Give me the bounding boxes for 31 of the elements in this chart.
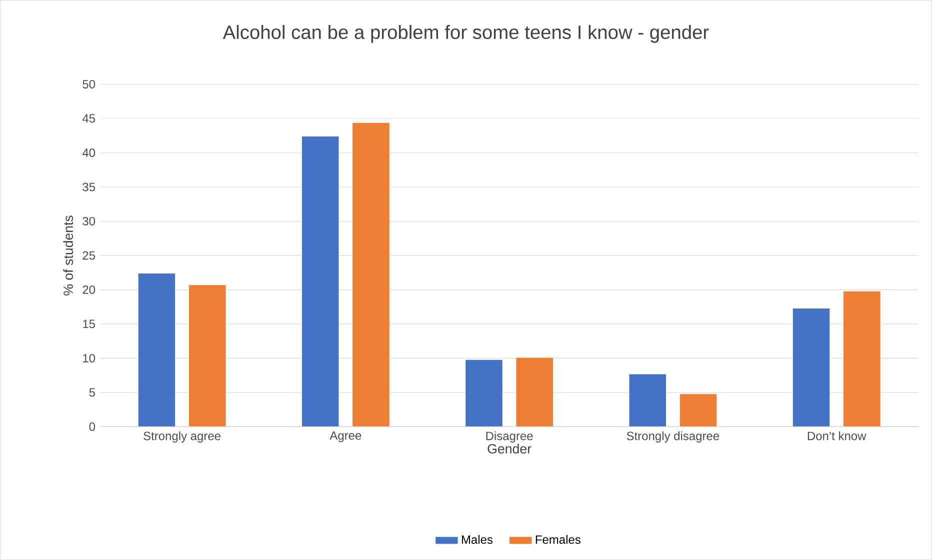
x-tick-label: Strongly disagree xyxy=(626,431,720,442)
bar xyxy=(792,308,830,427)
bar xyxy=(465,359,503,427)
y-tick-label: 15 xyxy=(83,320,95,328)
y-tick-label: 50 xyxy=(82,80,96,88)
bar xyxy=(301,136,340,427)
y-tick-label: 45 xyxy=(82,114,95,123)
chart-title: Alcohol can be a problem for some teens I know - gender xyxy=(222,24,709,43)
x-tick-label: Strongly agree xyxy=(144,431,220,442)
bar xyxy=(679,393,718,427)
y-tick-label: 30 xyxy=(82,216,96,226)
y-tick-label: 10 xyxy=(83,354,96,362)
x-tick-label: Agree xyxy=(330,431,362,442)
y-tick-label: 0 xyxy=(89,422,96,431)
bar xyxy=(628,374,667,427)
y-tick-label: 5 xyxy=(89,388,95,397)
y-tick-label: 25 xyxy=(82,251,95,260)
y-tick-label: 20 xyxy=(82,285,96,294)
bar xyxy=(842,290,881,427)
y-tick-label: 35 xyxy=(82,182,95,192)
legend-label: Males xyxy=(462,534,493,544)
x-axis-title: Gender xyxy=(488,444,532,454)
y-axis-title: % of students xyxy=(63,215,74,296)
bar xyxy=(188,284,226,427)
bar xyxy=(138,272,176,427)
x-tick-label: Disagree xyxy=(486,431,533,442)
legend-label: Females xyxy=(536,534,580,544)
bar xyxy=(516,357,554,427)
y-tick-label: 40 xyxy=(82,148,96,157)
bar xyxy=(352,122,390,427)
x-tick-label: Don’t know xyxy=(808,431,866,440)
